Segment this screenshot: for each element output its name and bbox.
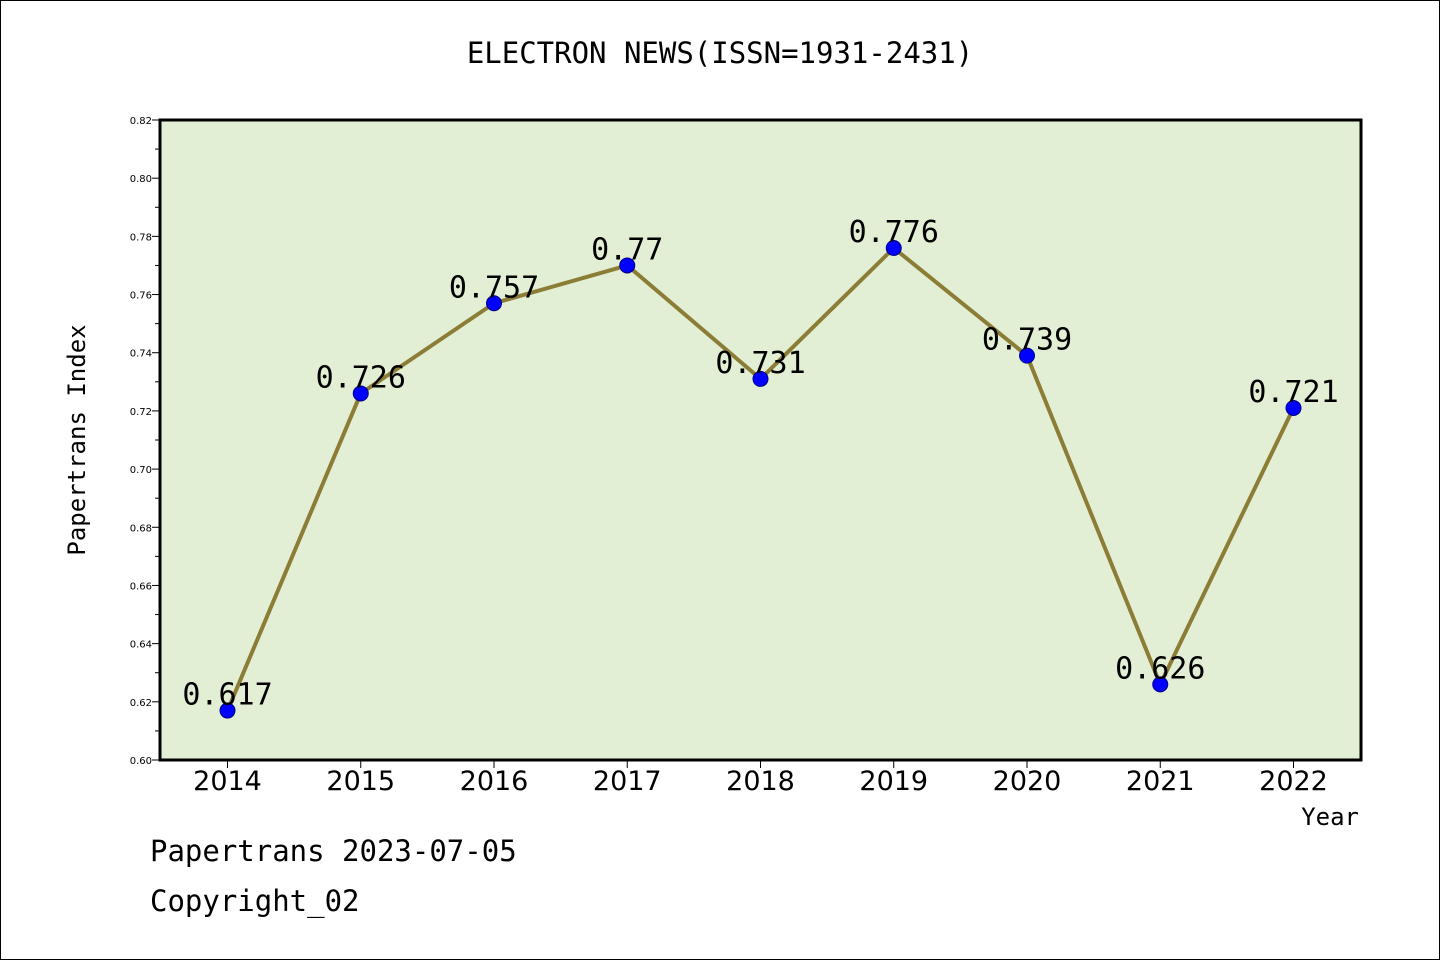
x-tick-label: 2020	[993, 766, 1062, 797]
data-label: 0.776	[849, 215, 939, 250]
x-axis-title: Year	[1301, 803, 1359, 831]
data-point	[219, 702, 236, 719]
x-tick-label: 2018	[726, 766, 795, 797]
x-tick-label: 2016	[460, 766, 529, 797]
y-tick-label: 0.68	[130, 523, 152, 534]
y-tick-label: 0.62	[130, 698, 152, 709]
footer-date: Papertrans 2023-07-05	[150, 834, 517, 868]
y-tick-label: 0.74	[130, 349, 152, 360]
data-point	[486, 295, 502, 312]
y-tick-label: 0.64	[130, 640, 152, 651]
plot-area	[158, 118, 1363, 762]
x-tick-label: 2017	[593, 766, 662, 797]
data-point	[885, 240, 902, 256]
data-label: 0.721	[1248, 375, 1338, 410]
data-point	[1019, 347, 1035, 364]
x-tick-label: 2014	[193, 766, 262, 797]
x-axis: 2014 2015 2016 2017 2018 2019 2020 2021 2022	[193, 760, 1328, 797]
data-point	[352, 385, 369, 402]
data-label: 0.626	[1115, 651, 1205, 686]
data-label: 0.726	[316, 360, 406, 395]
data-label: 0.739	[982, 323, 1072, 358]
y-axis-title: Papertrans Index	[63, 324, 91, 555]
y-tick-label: 0.80	[130, 174, 152, 185]
x-tick-label: 2021	[1126, 766, 1195, 797]
y-tick-label: 0.72	[130, 407, 152, 418]
y-tick-label: 0.60	[130, 756, 152, 767]
data-label: 0.617	[182, 678, 272, 713]
series-layer: 0.617 0.726 0.757 0.77 0.731 0.776 0.739 0.626 0…	[182, 215, 1339, 719]
data-label: 0.731	[715, 346, 805, 381]
y-tick-label: 0.76	[130, 291, 152, 302]
y-axis: 0.60 0.62 0.64 0.66 0.68 0.70 0.72 0.74 0.76 0.78…	[130, 116, 160, 767]
x-tick-label: 2015	[326, 766, 395, 797]
data-point	[619, 257, 636, 274]
y-tick-label: 0.70	[130, 465, 152, 476]
x-tick-label: 2022	[1259, 766, 1328, 797]
data-point	[1285, 400, 1302, 416]
y-tick-label: 0.82	[130, 116, 152, 127]
chart-title: ELECTRON NEWS(ISSN=1931-2431)	[466, 36, 974, 70]
data-point	[752, 370, 769, 387]
data-label: 0.757	[449, 270, 539, 305]
x-tick-label: 2019	[859, 766, 928, 797]
y-tick-label: 0.78	[130, 232, 152, 243]
footer-copyright: Copyright_02	[150, 884, 360, 918]
y-tick-label: 0.66	[130, 581, 152, 592]
data-point	[1152, 676, 1169, 693]
data-label: 0.77	[591, 232, 663, 267]
